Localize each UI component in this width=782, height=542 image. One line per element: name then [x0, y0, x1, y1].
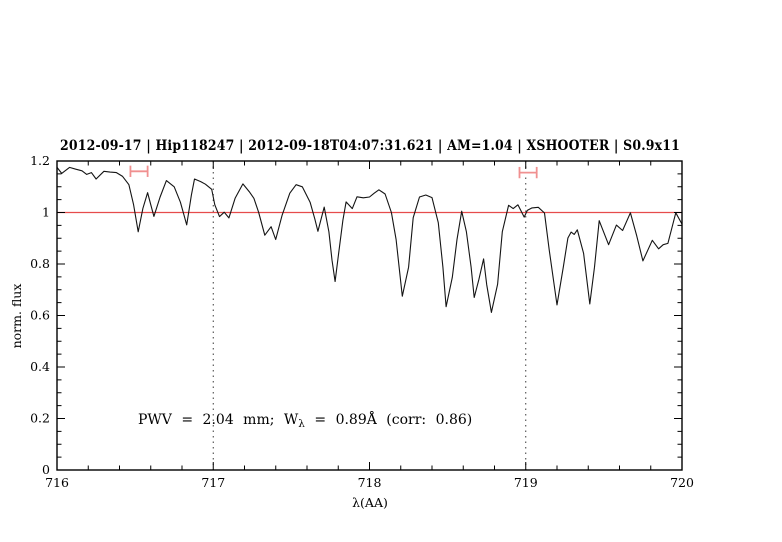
pwv-annotation-post: = 0.89Å (corr: 0.86): [305, 410, 472, 428]
window-marker: [129, 165, 149, 177]
y-tick-label: 0.8: [30, 256, 50, 271]
x-tick-label: 719: [514, 475, 538, 490]
reference-vlines: [212, 161, 527, 470]
pwv-annotation-subscript: λ: [298, 418, 305, 430]
window-markers-group: [129, 165, 538, 179]
axis-ticks: [56, 160, 683, 471]
y-tick-label: 1: [42, 205, 50, 220]
x-tick-label: 717: [201, 475, 225, 490]
x-tick-label: 716: [45, 475, 69, 490]
y-tick-label: 0: [42, 462, 50, 477]
pwv-annotation: PWV = 2.04 mm; Wλ = 0.89Å (corr: 0.86): [138, 410, 472, 430]
y-tick-label: 1.2: [30, 153, 50, 168]
pwv-annotation-pre: PWV = 2.04 mm; W: [138, 412, 299, 428]
x-tick-label: 720: [670, 475, 694, 490]
spectrum-line: [56, 166, 683, 313]
y-tick-label: 0.2: [30, 411, 50, 426]
y-axis-label: norm. flux: [9, 284, 24, 349]
window-marker: [518, 166, 538, 179]
y-tick-label: 0.4: [30, 359, 50, 374]
plot-title: 2012-09-17 | Hip118247 | 2012-09-18T04:0…: [60, 138, 680, 154]
spectrum-series-group: [56, 166, 683, 313]
axis-tick-labels: 716 717 718 719 720 0 0.2 0.4 0.6 0.8 1 1.2: [30, 153, 694, 490]
x-axis-label: λ(AA): [352, 495, 388, 510]
y-tick-label: 0.6: [30, 308, 50, 323]
x-tick-label: 718: [358, 475, 382, 490]
